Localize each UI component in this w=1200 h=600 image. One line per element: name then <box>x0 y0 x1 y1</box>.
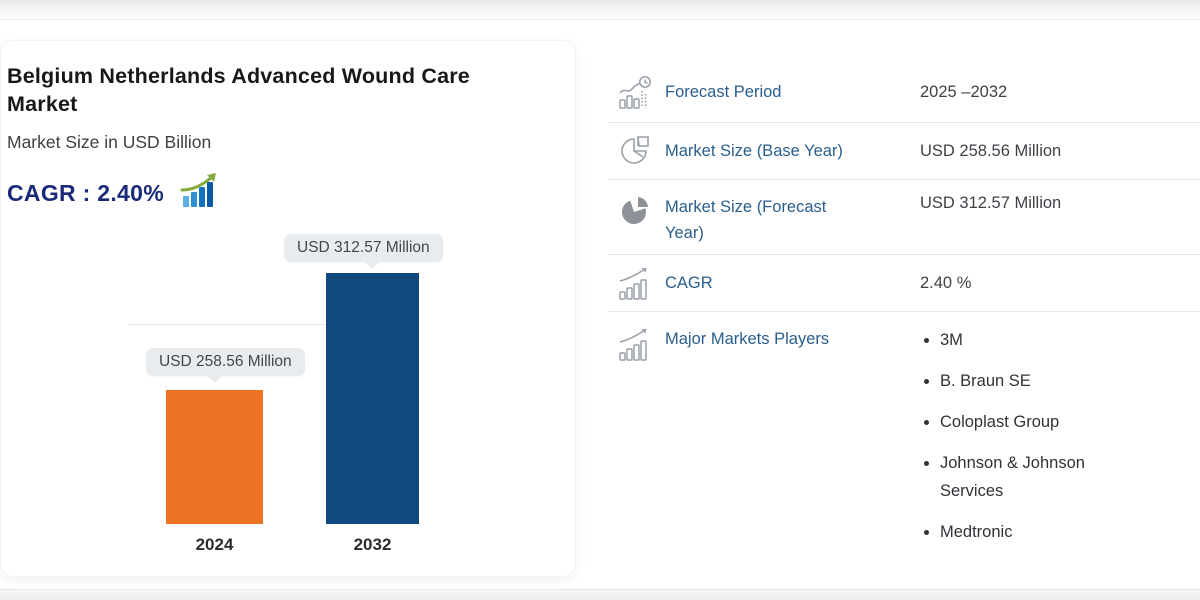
x-axis-label-2032: 2032 <box>353 535 392 554</box>
bar-value-tooltip-2032: USD 312.57 Million <box>284 234 443 269</box>
table-row-market-size-base: Market Size (Base Year) USD 258.56 Milli… <box>608 123 1200 180</box>
major-players-list: 3M B. Braun SE Coloplast Group Johnson &… <box>920 326 1130 559</box>
row-value: 2025 –2032 <box>920 82 1008 101</box>
row-value: USD 258.56 Million <box>920 141 1062 160</box>
table-row-major-players: Major Markets Players 3M B. Braun SE Col… <box>608 312 1200 569</box>
table-row-forecast-period: Forecast Period 2025 –2032 <box>608 62 1200 123</box>
list-item: 3M <box>940 326 1130 354</box>
cagr-line: CAGR : 2.40% <box>7 172 220 214</box>
chart-subtitle: Market Size in USD Billion <box>7 132 212 152</box>
list-item: Coloplast Group <box>940 408 1130 436</box>
top-chrome-strip <box>0 0 1200 20</box>
growth-bar-chart-icon <box>618 265 652 301</box>
list-item: B. Braun SE <box>940 367 1130 395</box>
x-axis-label-2024: 2024 <box>195 535 234 554</box>
row-value: USD 312.57 Million <box>920 194 1062 212</box>
table-row-cagr: CAGR 2.40 % <box>608 255 1200 312</box>
row-label: Market Size (Forecast Year) <box>665 198 827 243</box>
pie-chart-solid-icon <box>618 194 652 230</box>
bottom-chrome-strip <box>0 589 1200 600</box>
page-title: Belgium Netherlands Advanced Wound Care … <box>7 64 470 116</box>
row-value: 2.40 % <box>920 273 972 292</box>
row-label: Forecast Period <box>665 82 782 101</box>
pie-chart-outline-icon <box>618 133 652 169</box>
bar-2024 <box>166 390 263 524</box>
list-item: Johnson & Johnson Services <box>940 449 1130 505</box>
chart-gridline <box>128 324 419 325</box>
forecast-chart-clock-icon <box>618 74 652 110</box>
row-label: CAGR <box>665 273 713 292</box>
growth-chart-icon <box>180 172 220 214</box>
market-summary-card: Belgium Netherlands Advanced Wound Care … <box>0 40 576 577</box>
bar-2032 <box>326 273 419 524</box>
cagr-value-text: CAGR : 2.40% <box>7 179 164 206</box>
row-label: Market Size (Base Year) <box>665 141 843 160</box>
bar-value-tooltip-2024: USD 258.56 Million <box>146 348 305 383</box>
table-row-market-size-forecast: Market Size (Forecast Year) USD 312.57 M… <box>608 180 1200 255</box>
list-item: Medtronic <box>940 518 1130 546</box>
row-label: Major Markets Players <box>665 330 830 348</box>
growth-bar-chart-icon <box>618 326 652 362</box>
market-facts-table: Forecast Period 2025 –2032 Market Size (… <box>608 62 1200 569</box>
